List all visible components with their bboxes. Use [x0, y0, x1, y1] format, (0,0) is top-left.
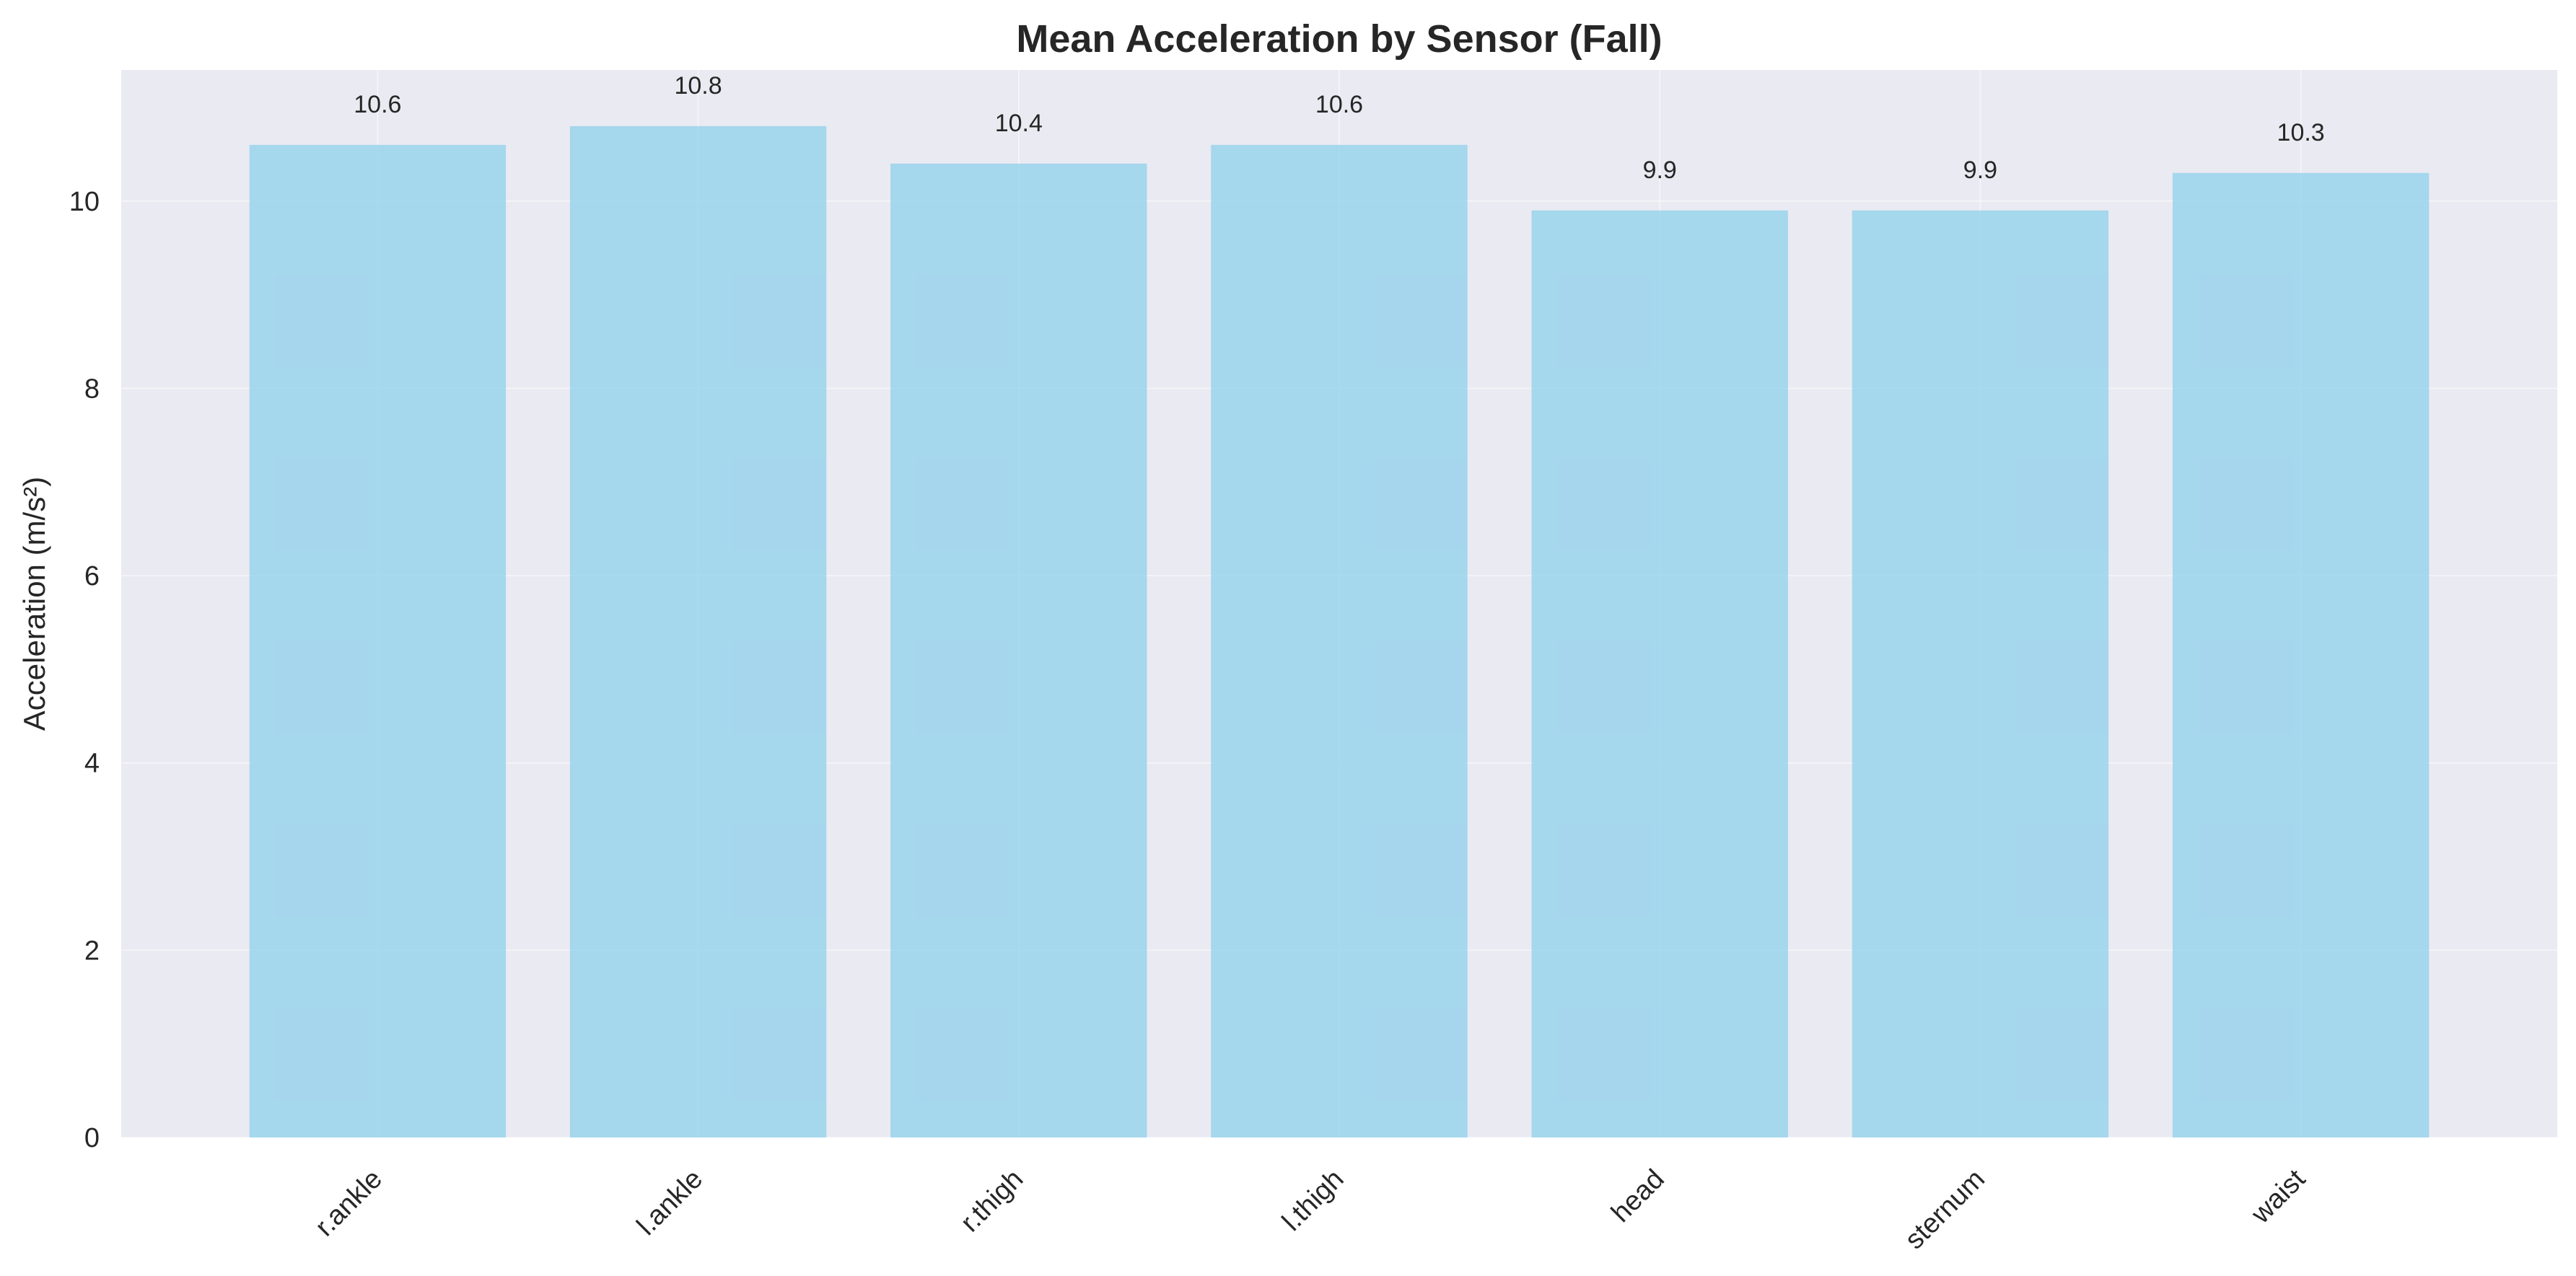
data-label-l.thigh: 10.6: [1315, 91, 1363, 118]
x-axis-ticks: r.ankle l.ankle r.thigh l.thigh head sternum w…: [310, 1163, 2311, 1255]
data-label-r.ankle: 10.6: [354, 91, 401, 118]
chart-title: Mean Acceleration by Sensor (Fall): [1016, 17, 1662, 61]
data-label-head: 9.9: [1643, 157, 1677, 184]
data-labels: 10.6 10.8 10.4 10.6 9.9 9.9 10.3: [354, 72, 2324, 184]
x-tick-label: sternum: [1899, 1163, 1991, 1255]
data-label-l.ankle: 10.8: [674, 72, 722, 100]
x-tick-label: l.thigh: [1276, 1163, 1349, 1236]
y-tick-label: 6: [84, 561, 100, 591]
y-tick-label: 8: [84, 374, 100, 404]
y-axis-ticks: 0 2 4 6 8 10: [69, 187, 100, 1153]
x-tick-label: r.ankle: [310, 1163, 388, 1242]
y-tick-label: 0: [84, 1123, 100, 1153]
bars: [249, 126, 2430, 1138]
y-tick-label: 2: [84, 936, 100, 966]
data-label-r.thigh: 10.4: [995, 110, 1043, 137]
x-tick-label: l.ankle: [631, 1163, 709, 1241]
bar-head: [1531, 210, 1788, 1138]
bar-l.thigh: [1211, 144, 1468, 1138]
bar-waist: [2172, 172, 2430, 1138]
x-tick-label: waist: [2246, 1163, 2312, 1230]
x-tick-label: head: [1605, 1163, 1670, 1228]
bar-r.thigh: [890, 163, 1147, 1138]
y-tick-label: 10: [69, 187, 100, 217]
x-tick-label: r.thigh: [955, 1163, 1029, 1238]
data-label-sternum: 9.9: [1963, 157, 1997, 184]
y-tick-label: 4: [84, 749, 100, 779]
bar-l.ankle: [569, 126, 827, 1138]
data-label-waist: 10.3: [2277, 119, 2325, 146]
y-axis-label: Acceleration (m/s²): [17, 477, 51, 731]
bar-sternum: [1852, 210, 2109, 1138]
bar-r.ankle: [249, 144, 507, 1138]
